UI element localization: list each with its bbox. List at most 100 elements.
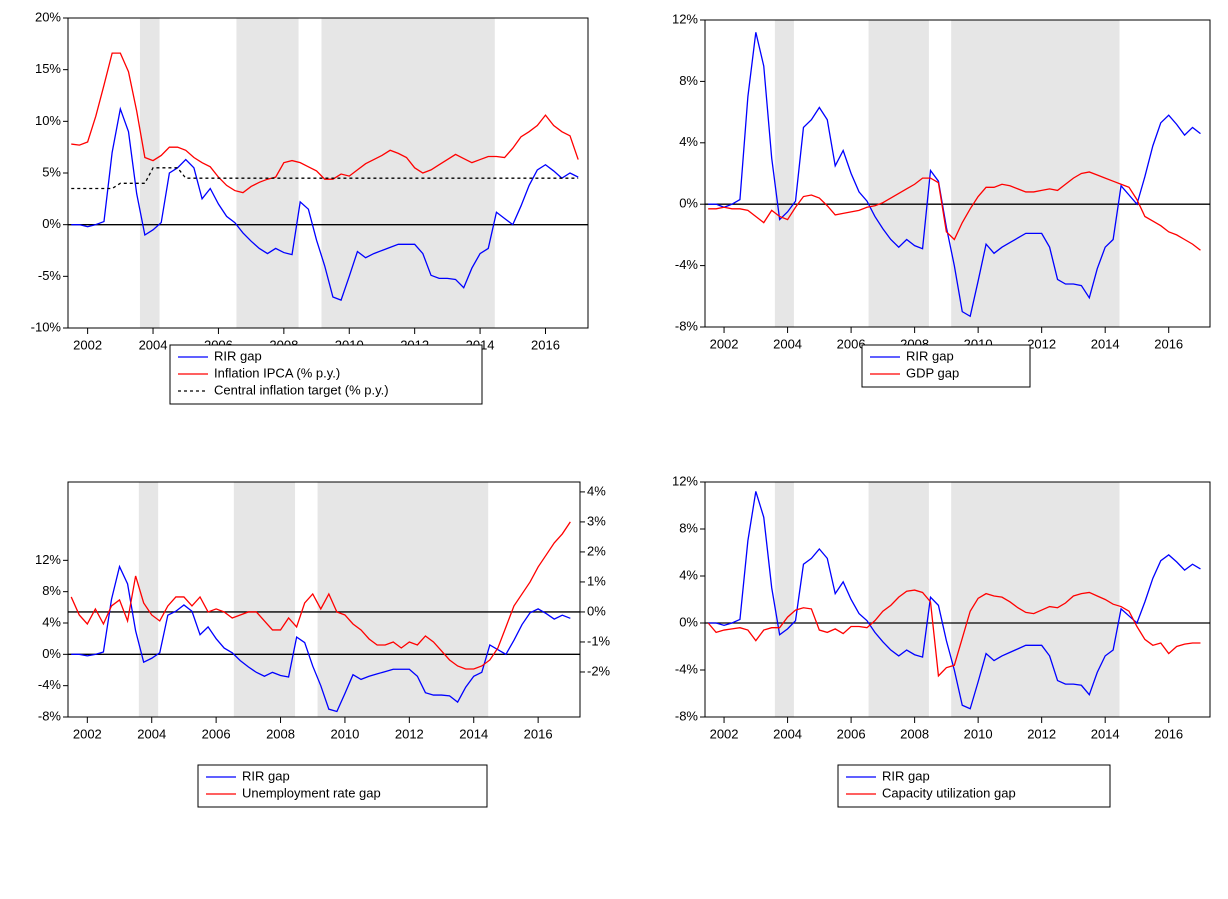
legend-label: RIR gap (242, 768, 290, 783)
x-tick-label: 2014 (1091, 336, 1120, 351)
legend: RIR gap Capacity utilization gap (837, 764, 1111, 808)
shaded-period (233, 482, 296, 717)
series-line (71, 52, 579, 194)
series-line (708, 491, 1201, 710)
x-tick-label: 2010 (330, 726, 359, 741)
x-tick-label: 2016 (524, 726, 553, 741)
shaded-period (774, 20, 794, 327)
y-tick-label: 8% (679, 520, 698, 535)
legend-box (169, 344, 483, 405)
legend-box (837, 764, 1111, 808)
x-tick-label: 2016 (531, 337, 560, 352)
x-tick-label: 2004 (137, 726, 166, 741)
y-tick-label: 20% (35, 9, 61, 24)
x-tick-label: 2002 (710, 336, 739, 351)
series-line (71, 167, 579, 190)
x-tick-label: 2002 (710, 726, 739, 741)
chart-panel: -8% -4% 0% 4% 8% 12% 2002 2004 2006 2008 2010 2012 2… (672, 473, 1211, 808)
y2-tick-label: -2% (587, 663, 611, 678)
x-tick-label: 2006 (837, 726, 866, 741)
series-line (707, 589, 1201, 678)
legend-label: RIR gap (214, 348, 262, 363)
y-tick-label: -8% (675, 708, 699, 723)
y-tick-label: 0% (42, 646, 61, 661)
legend-label: GDP gap (906, 365, 959, 380)
y2-tick-label: 0% (587, 603, 606, 618)
plot-frame (704, 19, 1211, 328)
y-tick-label: -4% (38, 677, 62, 692)
x-tick-label: 2016 (1154, 726, 1183, 741)
legend: RIR gap Unemployment rate gap (197, 764, 488, 808)
y2-tick-label: 2% (587, 543, 606, 558)
shaded-period (138, 482, 159, 717)
y-tick-label: 0% (42, 216, 61, 231)
y2-tick-label: 3% (587, 513, 606, 528)
x-tick-label: 2006 (837, 336, 866, 351)
x-tick-label: 2012 (1027, 726, 1056, 741)
y2-tick-label: 1% (587, 573, 606, 588)
y-tick-label: 15% (35, 61, 61, 76)
y2-tick-label: 4% (587, 483, 606, 498)
legend-label: Capacity utilization gap (882, 785, 1016, 800)
chart-panel: -8%-4%0%4%8%12%2002 2004 2006 2008 2010 2012 2… (672, 11, 1211, 388)
y-tick-label: 8% (679, 73, 698, 88)
shaded-period (236, 18, 299, 328)
y-tick-label: 0% (679, 196, 698, 211)
plot-frame (704, 481, 1211, 718)
y2-tick-label: -1% (587, 633, 611, 648)
y-tick-label: -4% (675, 257, 699, 272)
series-line (71, 564, 571, 713)
y-tick-label: -5% (38, 268, 62, 283)
shaded-period (317, 482, 489, 717)
x-tick-label: 2008 (266, 726, 295, 741)
y-tick-label: 4% (42, 614, 61, 629)
y-tick-label: 12% (35, 552, 61, 567)
legend-label: Unemployment rate gap (242, 785, 381, 800)
x-tick-label: 2004 (773, 336, 802, 351)
series-line (71, 106, 579, 301)
x-tick-label: 2004 (139, 337, 168, 352)
x-tick-label: 2010 (964, 726, 993, 741)
legend-box (197, 764, 488, 808)
y-tick-label: 12% (672, 11, 698, 26)
legend-label: RIR gap (906, 348, 954, 363)
shaded-period (868, 482, 929, 717)
x-tick-label: 2014 (459, 726, 488, 741)
y-tick-label: 0% (679, 614, 698, 629)
shaded-period (774, 482, 794, 717)
x-tick-label: 2002 (73, 726, 102, 741)
y-tick-label: 4% (679, 134, 698, 149)
y-tick-label: -8% (675, 318, 699, 333)
x-tick-label: 2012 (1027, 336, 1056, 351)
x-tick-label: 2016 (1154, 336, 1183, 351)
y-tick-label: 5% (42, 164, 61, 179)
x-tick-label: 2004 (773, 726, 802, 741)
legend-label: Central inflation target (% p.y.) (214, 382, 389, 397)
y-tick-label: -8% (38, 708, 62, 723)
legend-label: Inflation IPCA (% p.y.) (214, 365, 340, 380)
x-tick-label: 2014 (1091, 726, 1120, 741)
y-tick-label: 12% (672, 473, 698, 488)
legend: RIR gap GDP gap (861, 344, 1031, 388)
legend-box (861, 344, 1031, 388)
y-tick-label: -4% (675, 661, 699, 676)
series-line (708, 171, 1201, 251)
series-line (70, 521, 571, 670)
chart-panel: -10%-5%0%5%10%15%20%20022004200620082010… (31, 9, 589, 405)
x-tick-label: 2006 (202, 726, 231, 741)
x-tick-label: 2002 (73, 337, 102, 352)
y-tick-label: 8% (42, 583, 61, 598)
y-tick-label: 4% (679, 567, 698, 582)
shaded-period (321, 18, 495, 328)
plot-frame (67, 17, 589, 329)
legend: RIR gap Inflation IPCA (% p.y.) Central in… (169, 344, 483, 405)
chart-panel: -8% -4% 0% 4% 8% 12% -2% -1% 0% 1% 2% 3% 4% 2002 2004 2… (35, 481, 611, 808)
y-tick-label: -10% (31, 319, 62, 334)
shaded-period (868, 20, 929, 327)
plot-frame (67, 481, 581, 718)
x-tick-label: 2008 (900, 726, 929, 741)
x-tick-label: 2012 (395, 726, 424, 741)
series-line (708, 32, 1201, 318)
legend-label: RIR gap (882, 768, 930, 783)
